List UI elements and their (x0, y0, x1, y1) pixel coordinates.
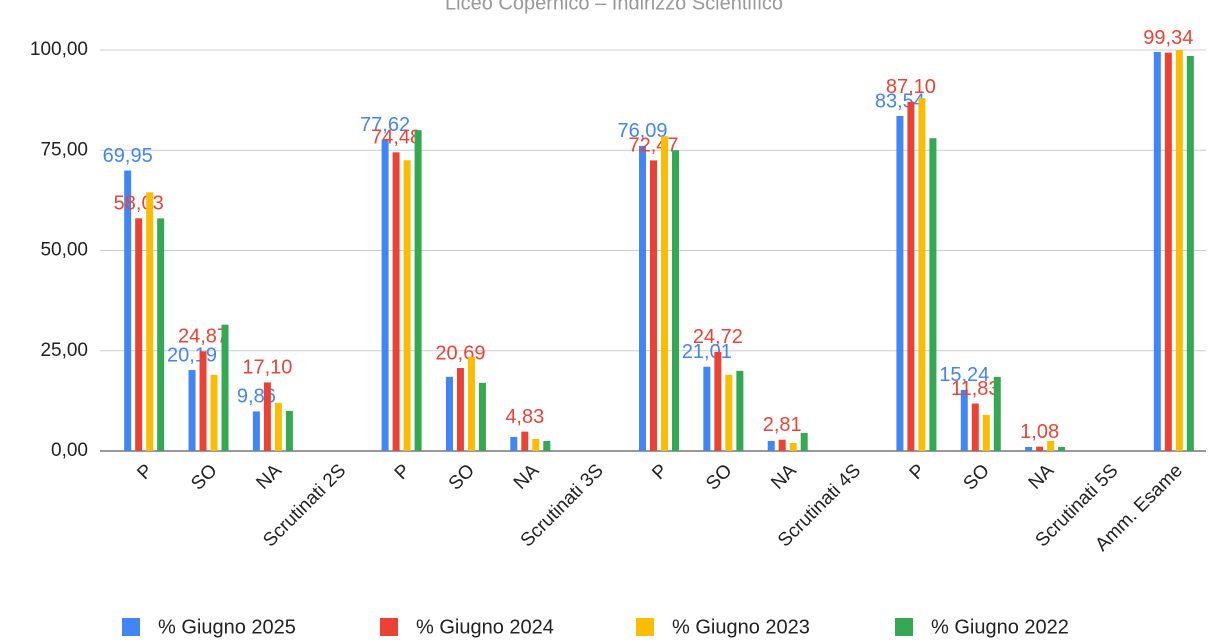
legend-swatch (636, 618, 654, 636)
data-label: 24,72 (693, 326, 743, 348)
legend-label: % Giugno 2022 (931, 616, 1069, 638)
data-label: 69,95 (103, 145, 153, 167)
data-label: 77,62 (360, 114, 410, 136)
bar (521, 431, 529, 451)
data-label: 20,69 (435, 342, 485, 364)
data-label: 72,47 (628, 135, 678, 157)
x-tick-label: NA (252, 460, 286, 494)
legend-label: % Giugno 2023 (672, 616, 810, 638)
legend-label: % Giugno 2024 (416, 616, 554, 638)
x-tick-label: P (391, 460, 415, 484)
bar (1175, 50, 1183, 451)
data-label: 76,09 (617, 120, 667, 142)
bar (789, 442, 797, 451)
bar (725, 374, 733, 451)
bar (639, 145, 646, 452)
data-label: 99,34 (1143, 27, 1193, 49)
x-tick-label: SO (187, 460, 221, 494)
bar (929, 138, 937, 451)
bar (392, 152, 400, 451)
data-label: 74,48 (371, 127, 421, 149)
chart-title: Liceo Copernico – Indirizzo Scientifico (445, 0, 783, 14)
bar (960, 389, 968, 451)
bar (252, 411, 260, 451)
bar (982, 414, 990, 451)
legend-swatch (380, 618, 398, 636)
data-label: 1,08 (1020, 421, 1059, 443)
bar (896, 116, 904, 451)
bar (510, 436, 518, 451)
bar (210, 374, 218, 451)
bar (285, 410, 293, 451)
bar (445, 376, 453, 451)
bar (650, 160, 657, 451)
bar (414, 130, 422, 451)
data-label: 24,87 (178, 326, 228, 348)
bar (124, 170, 132, 452)
bar (767, 440, 775, 451)
bar (274, 402, 282, 451)
data-label: 11,83 (951, 378, 1000, 400)
y-tick-label: 25,00 (40, 340, 88, 361)
data-label: 20,19 (167, 344, 217, 366)
bar (543, 440, 551, 451)
bar (661, 136, 668, 451)
bar (1025, 446, 1033, 451)
bar (403, 160, 411, 451)
legend-swatch (122, 618, 140, 636)
legend-label: % Giugno 2025 (158, 616, 296, 638)
data-label: 17,10 (242, 357, 292, 379)
bar (1036, 446, 1044, 451)
bar (993, 376, 1001, 451)
bar (672, 150, 679, 451)
x-tick-label: SO (445, 460, 479, 494)
bar (135, 218, 143, 451)
bar (736, 370, 744, 451)
bar (1047, 440, 1055, 451)
bar (971, 403, 979, 451)
y-tick-label: 50,00 (40, 240, 88, 261)
bar (714, 351, 722, 451)
bar (1058, 446, 1066, 451)
data-label: 4,83 (505, 406, 544, 428)
bar (1186, 56, 1194, 451)
bar (188, 370, 196, 451)
bar (778, 439, 786, 451)
bar (800, 432, 808, 451)
bar (703, 366, 711, 451)
x-tick-label: P (648, 460, 672, 484)
bar (1153, 52, 1161, 451)
bar (381, 139, 389, 451)
bar (918, 98, 926, 452)
bar (532, 438, 540, 451)
bar (478, 382, 486, 451)
bar (456, 368, 464, 451)
x-tick-label: NA (510, 460, 544, 494)
y-tick-label: 75,00 (40, 139, 88, 160)
x-tick-label: NA (767, 460, 801, 494)
data-label: 58,03 (114, 193, 164, 215)
x-tick-label: SO (960, 460, 994, 494)
data-label: 2,81 (763, 414, 802, 436)
bar (199, 351, 207, 451)
x-tick-label: NA (1025, 460, 1059, 494)
bar (221, 324, 229, 451)
bar (1164, 52, 1172, 451)
bar (146, 192, 154, 452)
y-tick-label: 100,00 (30, 39, 88, 60)
x-tick-label: P (133, 460, 157, 484)
bar (907, 101, 915, 451)
data-label: 87,10 (886, 76, 936, 98)
legend-swatch (895, 618, 913, 636)
data-label: 15,24 (939, 364, 989, 386)
bar (467, 356, 475, 451)
x-tick-label: P (906, 460, 930, 484)
bar (157, 218, 165, 451)
y-tick-label: 0,00 (51, 440, 88, 461)
bar (263, 382, 271, 451)
x-tick-label: SO (702, 460, 736, 494)
